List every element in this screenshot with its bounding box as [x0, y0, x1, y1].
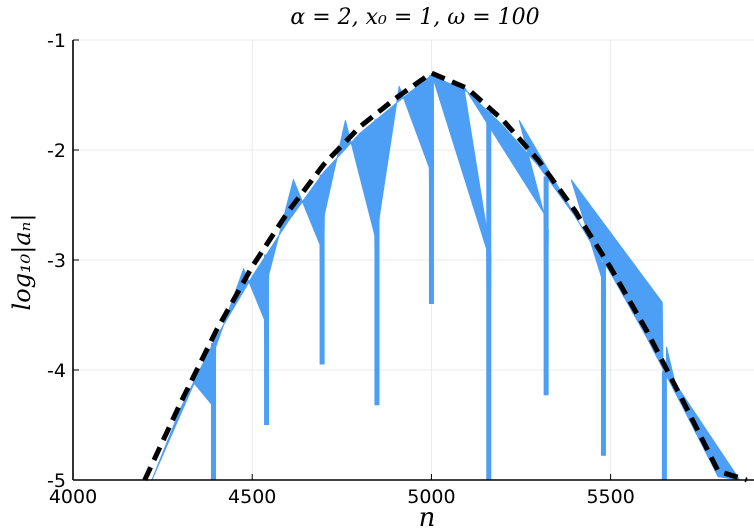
x-tick-label: 4500 — [228, 486, 276, 508]
x-tick-label: 5000 — [407, 486, 455, 508]
tick-labels: 4000 4500 5000 5500 -5 -4 -3 -2 -1 — [47, 30, 635, 508]
y-tick-label: -3 — [47, 250, 66, 272]
y-tick-label: -5 — [47, 470, 66, 492]
chart-title: α = 2, x₀ = 1, ω = 100 — [290, 5, 539, 30]
y-tick-label: -2 — [47, 140, 66, 162]
y-axis-label: log₁₀|aₙ| — [8, 214, 37, 311]
x-tick-label: 5500 — [586, 486, 634, 508]
x-tick-label: 4000 — [49, 486, 97, 508]
y-tick-label: -1 — [47, 30, 66, 52]
oscillation-band — [151, 72, 741, 481]
envelope-dashed-line — [142, 70, 748, 483]
y-tick-label: -4 — [47, 360, 66, 382]
plot-area — [142, 70, 748, 483]
x-axis-label: n — [419, 503, 436, 532]
